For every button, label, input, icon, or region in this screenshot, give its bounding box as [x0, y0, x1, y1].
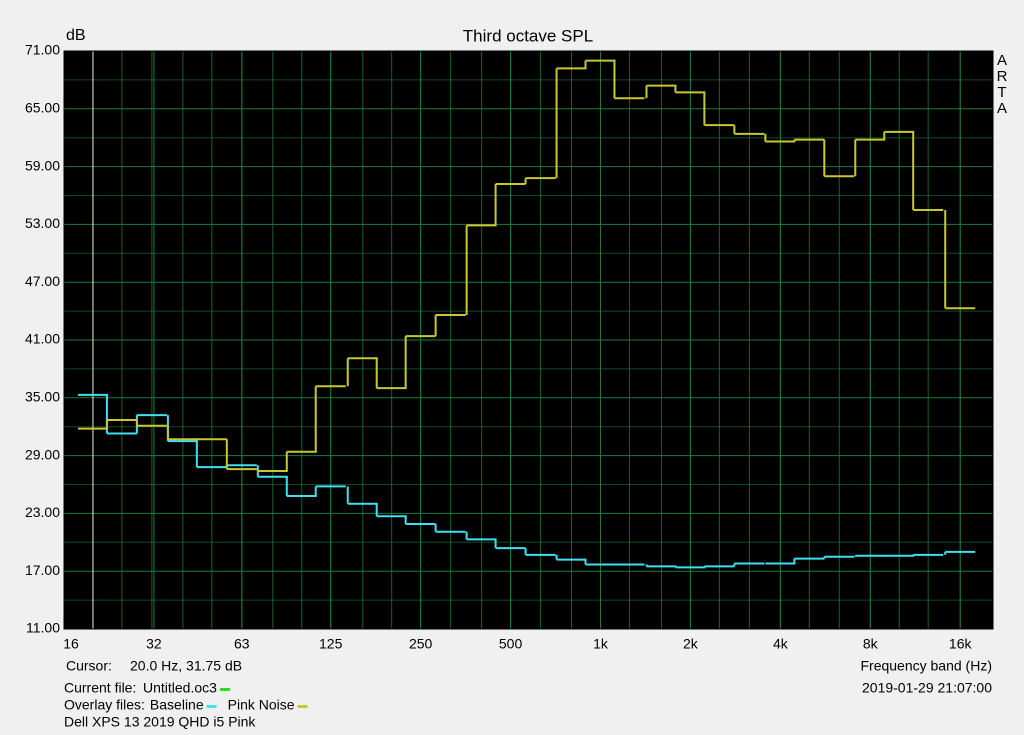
current-file-name: Untitled.oc3: [143, 680, 217, 696]
brand-letter: A: [997, 52, 1007, 69]
legend-label: Pink Noise: [228, 697, 295, 713]
brand-letter: R: [997, 68, 1008, 85]
y-tick-label: 47.00: [25, 273, 60, 289]
x-tick-label: 4k: [773, 636, 789, 652]
legend-swatch: [297, 705, 308, 708]
y-tick-label: 65.00: [25, 100, 60, 116]
x-tick-label: 1k: [593, 636, 609, 652]
x-tick-label: 500: [499, 636, 523, 652]
cursor-readout: 20.0 Hz, 31.75 dB: [130, 658, 242, 674]
x-tick-label: 16k: [949, 636, 973, 652]
file-title: Dell XPS 13 2019 QHD i5 Pink: [64, 714, 256, 730]
brand-letter: T: [997, 84, 1006, 101]
brand-letter: A: [997, 100, 1007, 117]
x-tick-label: 63: [234, 636, 250, 652]
y-tick-label: 53.00: [25, 215, 60, 231]
x-tick-label: 2k: [683, 636, 699, 652]
x-tick-label: 16: [63, 636, 79, 652]
legend-label: Baseline: [150, 697, 204, 713]
x-axis-label: Frequency band (Hz): [860, 658, 992, 674]
timestamp: 2019-01-29 21:07:00: [862, 680, 992, 696]
y-tick-label: 35.00: [25, 389, 60, 405]
y-tick-label: 29.00: [25, 446, 60, 462]
y-tick-label: 17.00: [25, 562, 60, 578]
y-tick-label: 71.00: [25, 42, 60, 58]
plot-frame: [63, 50, 994, 630]
x-tick-label: 8k: [863, 636, 879, 652]
current-file-label: Current file:: [64, 680, 136, 696]
x-tick-label: 32: [146, 636, 162, 652]
overlay-label: Overlay files:: [64, 697, 145, 713]
legend-swatch: [206, 705, 217, 708]
y-tick-label: 23.00: [25, 504, 60, 520]
y-axis-label: dB: [66, 27, 86, 44]
y-tick-label: 59.00: [25, 157, 60, 173]
chart-title: Third octave SPL: [463, 26, 593, 45]
y-tick-label: 41.00: [25, 331, 60, 347]
x-tick-label: 250: [409, 636, 433, 652]
x-tick-label: 125: [319, 636, 343, 652]
y-tick-label: 11.00: [26, 620, 60, 636]
cursor-label: Cursor:: [66, 658, 112, 674]
legend-swatch: [219, 688, 230, 691]
